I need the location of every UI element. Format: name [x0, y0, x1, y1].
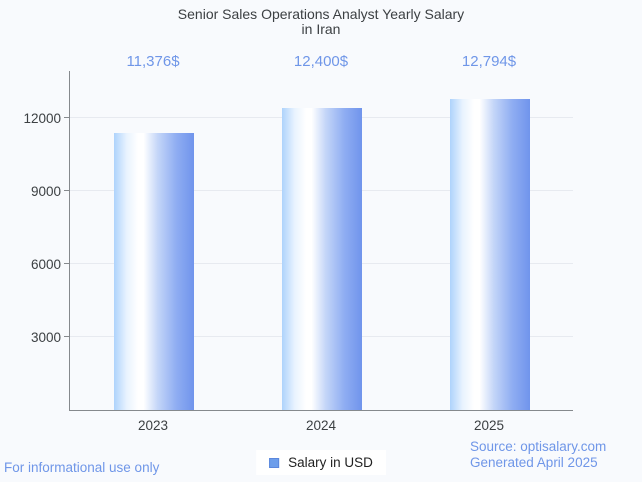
x-axis-label-2024: 2024: [305, 418, 337, 433]
bar-2023: [114, 133, 194, 410]
bar-value-label-2025: 12,794$: [461, 53, 517, 70]
plot-area: [64, 71, 573, 411]
y-axis-label-6000: 6000: [30, 257, 61, 273]
y-tickmark: [64, 117, 70, 119]
bar-value-label-2024: 12,400$: [293, 53, 349, 70]
y-tickmark: [64, 263, 70, 265]
y-tickmark: [64, 336, 70, 338]
y-axis-label-9000: 9000: [30, 184, 61, 200]
chart-title-line2: in Iran: [301, 21, 341, 37]
footer-disclaimer: For informational use only: [4, 460, 160, 475]
y-axis-label-3000: 3000: [30, 330, 61, 346]
blue-square-icon: [269, 457, 280, 468]
footer-source-block: Source: optisalary.com Generated April 2…: [470, 439, 606, 470]
legend: Salary in USD: [256, 450, 386, 475]
bar-value-labels: 11,376$ 12,400$ 12,794$: [0, 53, 642, 73]
bar-value-label-2023: 11,376$: [126, 53, 180, 70]
chart-title-line1: Senior Sales Operations Analyst Yearly S…: [177, 6, 465, 22]
footer-generated: Generated April 2025: [470, 454, 598, 470]
x-axis-label-2025: 2025: [473, 418, 505, 433]
chart-title: Senior Sales Operations Analyst Yearly S…: [0, 7, 642, 37]
footer-source: Source: optisalary.com: [470, 439, 607, 454]
x-axis-labels: 2023 2024 2025: [0, 418, 642, 436]
x-axis-label-2023: 2023: [137, 418, 169, 433]
y-tickmark: [64, 190, 70, 192]
legend-label: Salary in USD: [288, 455, 373, 470]
y-axis-label-12000: 12000: [23, 111, 61, 127]
bar-2025: [450, 98, 530, 410]
y-axis-labels: 3000 6000 9000 12000: [0, 0, 61, 482]
bar-2024: [282, 108, 362, 410]
